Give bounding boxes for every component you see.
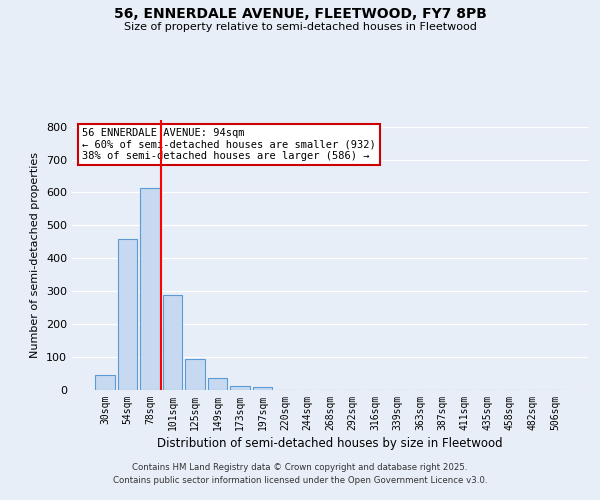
Bar [230,386,250,390]
Text: Contains public sector information licensed under the Open Government Licence v3: Contains public sector information licen… [113,476,487,485]
Bar [140,188,160,390]
Bar [95,375,115,390]
Text: 56, ENNERDALE AVENUE, FLEETWOOD, FY7 8PB: 56, ENNERDALE AVENUE, FLEETWOOD, FY7 8PB [113,8,487,22]
Bar [118,238,137,390]
Bar [163,294,182,390]
Bar [185,358,205,390]
Text: 56 ENNERDALE AVENUE: 94sqm
← 60% of semi-detached houses are smaller (932)
38% o: 56 ENNERDALE AVENUE: 94sqm ← 60% of semi… [82,128,376,162]
Text: Size of property relative to semi-detached houses in Fleetwood: Size of property relative to semi-detach… [124,22,476,32]
X-axis label: Distribution of semi-detached houses by size in Fleetwood: Distribution of semi-detached houses by … [157,437,503,450]
Bar [208,378,227,390]
Y-axis label: Number of semi-detached properties: Number of semi-detached properties [31,152,40,358]
Text: Contains HM Land Registry data © Crown copyright and database right 2025.: Contains HM Land Registry data © Crown c… [132,462,468,471]
Bar [253,386,272,390]
